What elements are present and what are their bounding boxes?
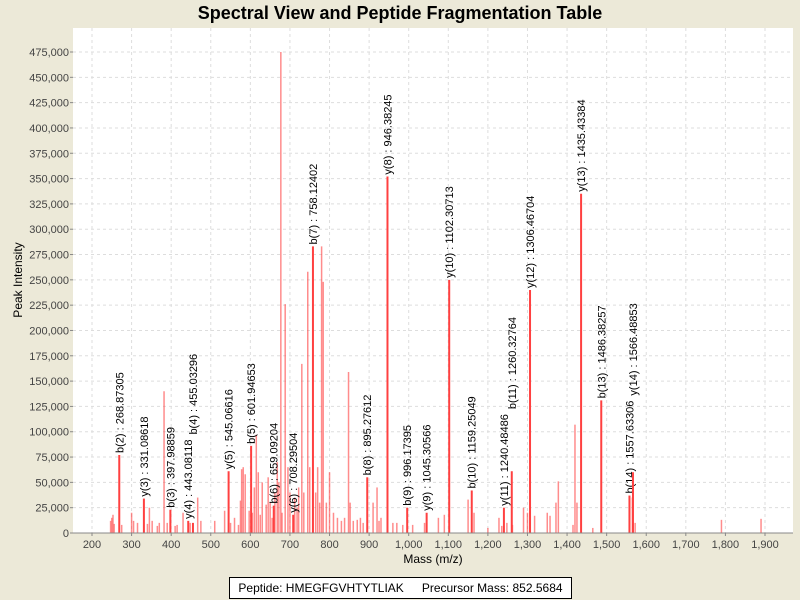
peak-annotation-label: b(11) : 1260.32764 [507,317,519,409]
peptide-label: Peptide: HMEGFGVHTYTLIAK [238,581,404,595]
peak-annotation-label: b(7) : 758.12402 [308,164,320,245]
peak-annotation-label: y(10) : 1102.30713 [444,186,456,278]
y-tick-label: 250,000 [29,275,69,287]
precursor-mass-label: Precursor Mass: 852.5684 [421,581,563,595]
peak-annotation-label: y(6) : 708.29504 [288,433,300,513]
peak-annotation-label: b(3) : 397.98859 [165,427,177,508]
y-tick-label: 475,000 [29,47,69,59]
peak-annotation-label: y(11) : 1240.48486 [499,414,511,506]
x-tick-label: 500 [202,539,220,551]
y-tick-label: 325,000 [29,199,69,211]
legend-box: Peptide: HMEGFGVHTYTLIAK Precursor Mass:… [229,577,572,599]
peak-annotation-label: b(14) : 1557.63306 [624,401,636,494]
peak-annotation-label: b(6) : 659.09204 [269,423,281,504]
x-tick-label: 1,300 [514,539,542,551]
peak-annotation-label: b(8) : 895.27612 [362,395,374,476]
x-tick-label: 1,500 [593,539,621,551]
x-tick-label: 600 [241,539,259,551]
peak-annotation-label: y(13) : 1435.43384 [576,99,588,191]
peak-annotation-label: y(3) : 331.08618 [139,416,151,496]
y-tick-label: 175,000 [29,351,69,363]
peak-annotation-label: b(2) : 268.87305 [114,372,126,453]
y-tick-label: 425,000 [29,98,69,110]
chart-title: Spectral View and Peptide Fragmentation … [197,3,603,23]
y-tick-label: 350,000 [29,174,69,186]
y-tick-label: 400,000 [29,123,69,135]
y-tick-label: 225,000 [29,300,69,312]
plot-area [73,28,793,533]
y-tick-label: 0 [63,528,69,540]
x-tick-label: 1,600 [632,539,660,551]
y-tick-label: 25,000 [35,503,69,515]
peak-annotation-label: y(8) : 946.38245 [382,94,394,174]
y-tick-label: 450,000 [29,72,69,84]
y-tick-label: 275,000 [29,250,69,262]
peak-annotation-label: b(4) : 455.03296 [188,354,200,435]
x-tick-label: 1,800 [712,539,740,551]
x-tick-label: 300 [122,539,140,551]
peak-annotation-label: y(12) : 1306.46704 [525,196,537,288]
x-tick-label: 200 [83,539,101,551]
y-tick-label: 150,000 [29,376,69,388]
peak-annotation-label: y(14) : 1566.48853 [628,303,640,395]
x-axis-title: Mass (m/z) [403,552,462,566]
x-tick-label: 1,100 [435,539,463,551]
y-tick-label: 375,000 [29,148,69,160]
x-tick-label: 900 [360,539,378,551]
peak-annotation-label: b(5) : 601.94653 [246,363,258,444]
peak-annotation-label: b(10) : 1159.25049 [467,396,479,488]
y-tick-label: 300,000 [29,224,69,236]
y-tick-label: 100,000 [29,427,69,439]
peak-annotation-label: y(5) : 545.06616 [224,389,236,469]
y-tick-label: 75,000 [35,452,69,464]
x-tick-label: 1,900 [751,539,779,551]
peak-annotation-label: y(4) : 443.08118 [183,440,195,519]
y-tick-label: 200,000 [29,325,69,337]
x-tick-label: 800 [320,539,338,551]
x-tick-label: 700 [281,539,299,551]
x-tick-label: 1,700 [672,539,700,551]
x-tick-label: 400 [162,539,180,551]
y-axis-title: Peak Intensity [11,242,25,317]
y-tick-label: 125,000 [29,401,69,413]
peak-annotation-label: y(9) : 1045.30566 [422,425,434,511]
x-tick-label: 1,000 [395,539,423,551]
y-tick-label: 50,000 [35,477,69,489]
x-tick-label: 1,200 [474,539,502,551]
x-tick-label: 1,400 [553,539,581,551]
peak-annotation-label: b(13) : 1486.38257 [596,305,608,398]
peak-annotation-label: b(9) : 996.17395 [402,425,414,506]
